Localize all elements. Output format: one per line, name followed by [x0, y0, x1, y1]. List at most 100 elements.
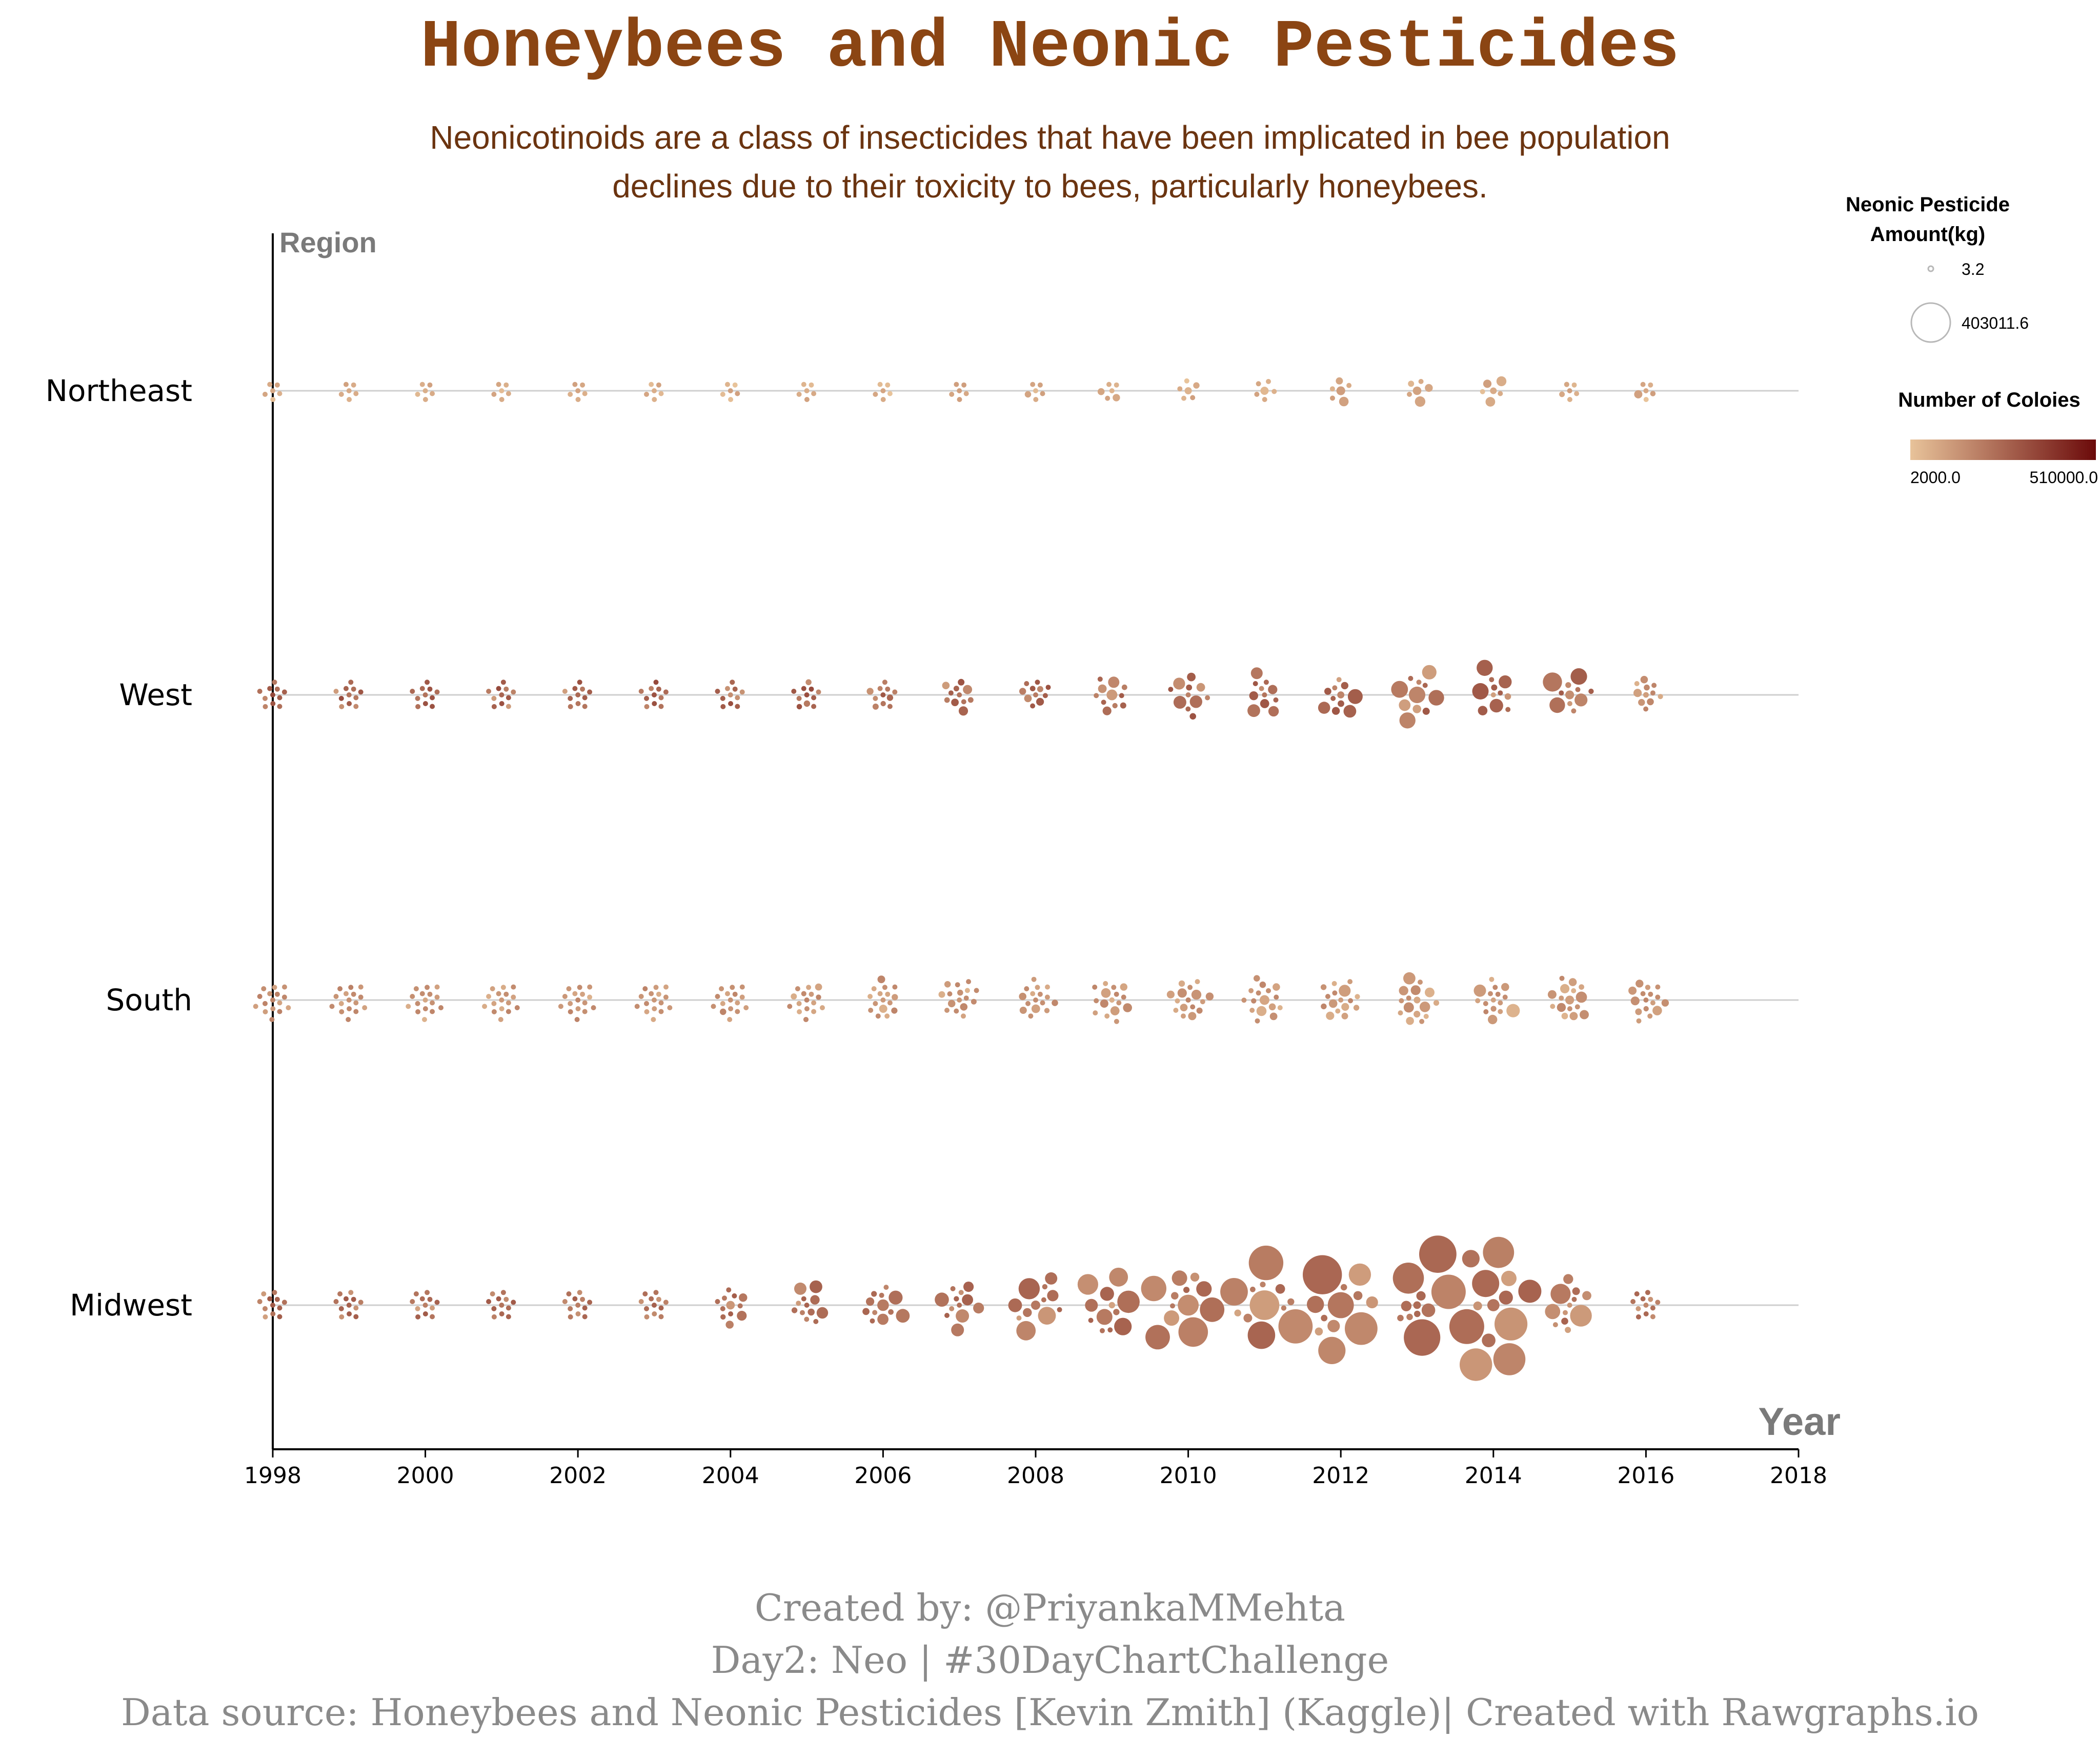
bubble-west	[958, 678, 965, 686]
bubble-south	[1277, 1005, 1283, 1010]
bubble-midwest	[1635, 1306, 1641, 1311]
bubble-midwest	[1563, 1310, 1568, 1315]
bubble-south	[337, 986, 343, 991]
bubble-south	[422, 997, 428, 1003]
bubble-northeast	[422, 388, 428, 393]
bubble-south	[1116, 1000, 1122, 1006]
bubble-northeast	[422, 397, 428, 402]
bubble-northeast	[582, 391, 588, 396]
bubble-south	[587, 994, 593, 1000]
bubble-south	[261, 986, 267, 991]
bubble-west	[1422, 707, 1430, 715]
bubble-south	[1200, 999, 1205, 1005]
bubble-northeast	[1407, 391, 1412, 397]
bubble-west	[1250, 667, 1263, 680]
bubble-northeast	[575, 397, 581, 402]
bubble-west	[1412, 705, 1421, 713]
bubble-midwest	[422, 1303, 428, 1308]
bubble-midwest	[358, 1300, 364, 1305]
bubble-northeast	[880, 397, 886, 402]
bubble-west	[577, 680, 582, 685]
bubble-south	[634, 1004, 640, 1009]
bubble-west	[880, 701, 886, 707]
size-legend-min-label: 3.2	[1962, 260, 1984, 278]
bubble-south	[1019, 992, 1026, 1001]
bubble-south	[1175, 998, 1180, 1004]
bubble-south	[580, 991, 585, 997]
bubble-south	[892, 984, 898, 990]
bubble-south	[938, 991, 945, 998]
bubble-midwest	[722, 1295, 727, 1301]
bubble-midwest	[877, 1299, 889, 1311]
bubble-south	[1031, 976, 1037, 982]
bubble-west	[638, 689, 644, 694]
bubble-west	[1094, 693, 1099, 698]
x-tick-label: 2016	[1617, 1463, 1674, 1489]
bubble-south	[338, 1001, 344, 1006]
bubble-south	[642, 986, 648, 991]
bubble-south	[727, 1017, 733, 1022]
bubble-south	[1030, 991, 1036, 996]
bubble-midwest	[1096, 1309, 1113, 1325]
bubble-northeast	[1256, 381, 1261, 387]
bubble-south	[1353, 1005, 1360, 1011]
bubble-south	[1100, 999, 1108, 1008]
bubble-midwest	[1088, 1317, 1094, 1323]
bubble-midwest	[566, 1291, 572, 1296]
bubble-midwest	[500, 1290, 506, 1295]
bubble-west	[1112, 703, 1118, 709]
bubble-midwest	[720, 1314, 726, 1320]
bubble-midwest	[807, 1308, 815, 1316]
bubble-south	[1574, 1004, 1580, 1010]
bubble-south	[663, 984, 669, 990]
bubble-midwest	[1431, 1274, 1466, 1309]
bubble-south	[282, 984, 287, 990]
bubble-midwest	[267, 1296, 273, 1302]
bubble-midwest	[348, 1290, 354, 1295]
bubble-midwest	[1650, 1305, 1655, 1311]
bubble-west	[274, 686, 280, 692]
bubble-west	[267, 686, 273, 691]
bubble-west	[500, 680, 506, 685]
bubble-west	[735, 695, 740, 701]
legend: Neonic Pesticide Amount(kg) 3.2 403011.6…	[1846, 193, 2098, 487]
bubble-south	[1190, 1004, 1196, 1010]
bubble-west	[1399, 699, 1411, 711]
bubble-south	[344, 991, 349, 996]
bubble-midwest	[1303, 1255, 1342, 1294]
bubble-west	[942, 682, 950, 689]
bubble-midwest	[1113, 1309, 1120, 1315]
bubble-south	[1630, 996, 1640, 1006]
bubble-west	[885, 686, 891, 692]
bubble-midwest	[1348, 1263, 1371, 1286]
bubble-south	[406, 1004, 411, 1009]
bubble-south	[1547, 990, 1557, 999]
x-tick-label: 2008	[1007, 1463, 1064, 1489]
bubble-south	[966, 979, 972, 985]
bubble-south	[1166, 990, 1175, 998]
bubble-west	[1332, 685, 1338, 691]
bubble-west	[272, 680, 277, 685]
bubble-midwest	[1178, 1317, 1208, 1347]
bubble-south	[658, 1009, 664, 1014]
bubble-south	[498, 1017, 503, 1022]
region-gridlines	[273, 390, 1799, 1306]
bubble-south	[880, 997, 886, 1003]
bubble-midwest	[1550, 1284, 1571, 1304]
bubble-northeast	[804, 397, 810, 402]
bubble-northeast	[1109, 388, 1115, 393]
bubble-south	[270, 1006, 276, 1011]
bubble-south	[1506, 1004, 1520, 1017]
bubble-west	[735, 704, 740, 709]
bubble-northeast	[419, 382, 425, 387]
bubble-midwest	[261, 1291, 267, 1296]
bubble-west	[1504, 693, 1511, 700]
bubble-south	[652, 997, 657, 1003]
bubble-midwest	[575, 1303, 581, 1308]
bubble-south	[795, 986, 800, 991]
bubble-west	[656, 686, 661, 692]
bubble-south	[715, 994, 720, 999]
bubble-midwest	[726, 1301, 735, 1310]
bubble-midwest	[490, 1291, 495, 1296]
bubble-west	[967, 697, 974, 703]
